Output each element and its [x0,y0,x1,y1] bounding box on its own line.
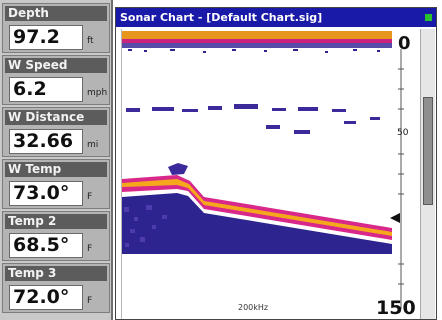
scrollbar-thumb[interactable] [423,97,433,205]
temp-3-label: Temp 3 [5,266,107,281]
bottom-clutter [124,205,167,247]
depth-value: 97.2 [9,25,83,50]
window-title-bar[interactable]: Sonar Chart - [Default Chart.sig] [116,8,436,27]
sonar-chart-window[interactable]: Sonar Chart - [Default Chart.sig] [115,7,437,320]
depth-unit: ft [87,36,94,46]
water-distance-box[interactable]: W Distance 32.66 mi [2,107,110,157]
water-speed-box[interactable]: W Speed 6.2 mph [2,55,110,105]
depth-scale-mid: 50 [397,128,409,138]
water-distance-label: W Distance [5,110,107,125]
vertical-scrollbar[interactable] [420,29,435,319]
sonar-echo-graphic [122,31,404,309]
temp-3-box[interactable]: Temp 3 72.0° F [2,263,110,313]
depth-scale-ticks [398,68,404,285]
water-speed-value: 6.2 [9,77,83,102]
surface-noise [128,49,380,53]
frequency-label: 200kHz [238,303,269,312]
depth-scale-top: 0 [398,33,411,54]
water-speed-label: W Speed [5,58,107,73]
digital-data-panel: Depth 97.2 ft W Speed 6.2 mph W Distance… [0,0,113,320]
temp-2-unit: F [87,244,93,254]
water-temp-unit: F [87,192,93,202]
surface-band-shadow [122,43,392,48]
water-temp-box[interactable]: W Temp 73.0° F [2,159,110,209]
water-temp-value: 73.0° [9,181,83,206]
fish-marks [126,104,380,134]
water-speed-unit: mph [87,88,108,98]
water-temp-label: W Temp [5,162,107,177]
sonar-chart-area[interactable]: 0 50 200kHz 150 [121,29,419,319]
bottom-core [122,179,392,236]
temp-3-value: 72.0° [9,285,83,310]
temp-3-unit: F [87,296,93,306]
surface-band [122,31,392,39]
water-distance-unit: mi [87,140,99,150]
temp-2-label: Temp 2 [5,214,107,229]
temp-2-value: 68.5° [9,233,83,258]
depth-scale-bottom: 150 [376,297,416,319]
bottom-body [122,193,392,254]
active-indicator-icon [425,14,432,21]
depth-pointer-icon [390,213,400,223]
structure-echo [168,163,188,175]
window-title: Sonar Chart - [Default Chart.sig] [120,11,323,24]
temp-2-box[interactable]: Temp 2 68.5° F [2,211,110,261]
depth-box[interactable]: Depth 97.2 ft [2,3,110,53]
depth-label: Depth [5,6,107,21]
water-distance-value: 32.66 [9,129,83,154]
surface-band-edge [122,39,392,43]
